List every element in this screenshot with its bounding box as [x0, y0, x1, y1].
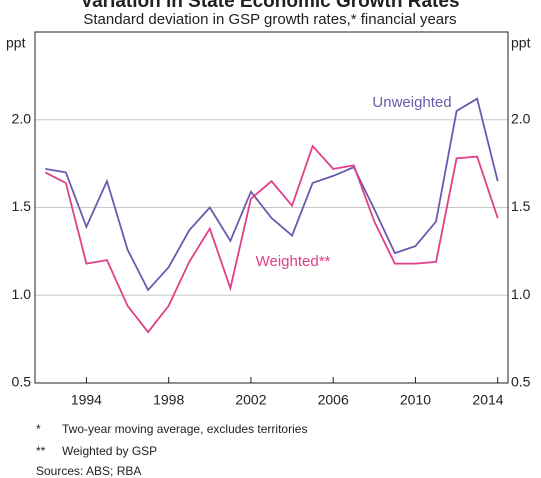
y-unit-left: ppt	[6, 35, 26, 51]
y-tick-label: 1.0	[511, 286, 531, 302]
x-tick-label: 2010	[400, 392, 431, 408]
note-symbol: **	[36, 444, 46, 458]
series-label: Weighted**	[256, 253, 331, 270]
y-tick-label: 2.0	[511, 110, 531, 126]
y-tick-label: 1.0	[12, 286, 32, 302]
series-line	[44, 144, 499, 334]
x-tick-label: 2002	[235, 392, 266, 408]
note-text: Weighted by GSP	[62, 444, 157, 458]
plot-frame	[34, 31, 509, 384]
sources: Sources: ABS; RBA	[36, 464, 141, 478]
note-symbol: *	[36, 422, 41, 436]
x-tick-label: 2014	[472, 392, 503, 408]
x-tick-label: 2006	[318, 392, 349, 408]
y-tick-label: 0.5	[12, 374, 32, 390]
x-tick-label: 1994	[71, 392, 102, 408]
y-unit-right: ppt	[511, 35, 531, 51]
series-line	[45, 97, 499, 292]
y-tick-label: 1.5	[511, 198, 531, 214]
y-tick-label: 1.5	[12, 198, 32, 214]
chart-title: Variation in State Economic Growth Rates	[80, 0, 459, 12]
series-label: Unweighted	[372, 94, 451, 111]
chart-subtitle: Standard deviation in GSP growth rates,*…	[83, 11, 456, 28]
x-tick-label: 1998	[153, 392, 184, 408]
y-tick-label: 2.0	[12, 110, 32, 126]
note-text: Two-year moving average, excludes territ…	[62, 422, 307, 436]
y-tick-label: 0.5	[511, 374, 531, 390]
